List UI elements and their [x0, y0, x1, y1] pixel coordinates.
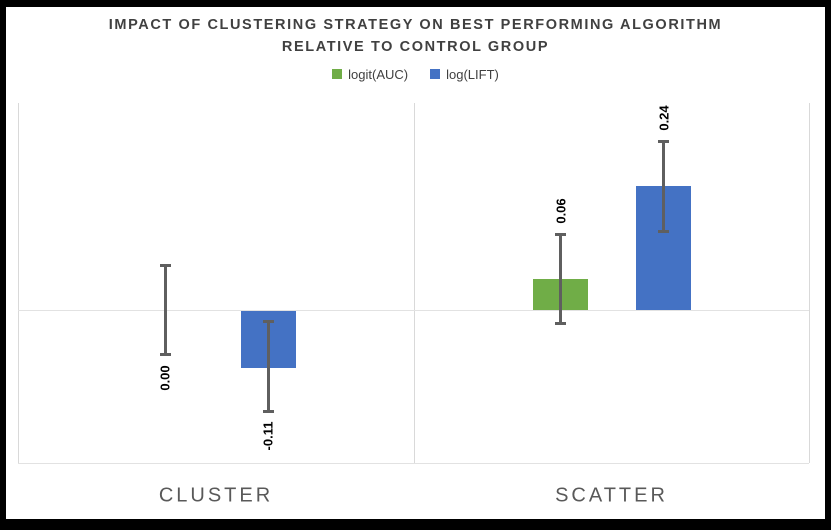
error-bar-log-lift-scatter [662, 140, 665, 233]
gridline-left [18, 103, 19, 463]
zero-line [18, 310, 809, 311]
legend: logit(AUC) log(LIFT) [6, 65, 825, 83]
error-bar-cap-top-log-lift-cluster [262, 320, 274, 324]
chart-background: IMPACT OF CLUSTERING STRATEGY ON BEST PE… [6, 7, 825, 519]
category-label-scatter: SCATTER [555, 484, 668, 507]
chart-title-line-1: IMPACT OF CLUSTERING STRATEGY ON BEST PE… [108, 17, 723, 33]
error-bar-cap-top-log-lift-scatter [658, 140, 669, 144]
legend-label: logit(AUC) [348, 66, 409, 82]
legend-item-logit-auc: logit(AUC) [332, 67, 408, 82]
value-label-logit-auc-scatter: 0.06 [553, 198, 568, 224]
value-label-log-lift-scatter: 0.24 [656, 105, 671, 132]
category-label-cluster: CLUSTER [158, 484, 274, 507]
error-bar-cap-bottom-log-lift-scatter [658, 229, 669, 233]
chart-title: IMPACT OF CLUSTERING STRATEGY ON BEST PE… [6, 14, 825, 58]
legend-label: log(LIFT) [446, 66, 499, 82]
legend-swatch-icon [430, 69, 441, 79]
error-bar-cap-bottom-logit-auc-cluster [159, 353, 171, 357]
plot-bottom-line [18, 463, 809, 464]
gridline-center [414, 103, 415, 463]
gridline-right [809, 103, 810, 463]
chart-title-line-2: RELATIVE TO CONTROL GROUP [281, 39, 550, 55]
legend-swatch-icon [332, 69, 343, 79]
error-bar-logit-auc-scatter [559, 232, 562, 326]
error-bar-cap-bottom-logit-auc-scatter [555, 322, 566, 326]
value-label-log-lift-cluster: -0.11 [260, 421, 276, 451]
error-bar-cap-top-logit-auc-cluster [159, 263, 171, 267]
plot-area: CLUSTER 0.00 -0.11 SCATTER 0.06 0.24 [6, 7, 825, 519]
value-label-logit-auc-cluster: 0.00 [157, 365, 173, 391]
error-bar-logit-auc-cluster [163, 263, 167, 357]
error-bar-cap-top-logit-auc-scatter [555, 232, 566, 236]
error-bar-cap-bottom-log-lift-cluster [262, 410, 274, 413]
error-bar-log-lift-cluster [266, 320, 270, 413]
legend-item-log-lift: log(LIFT) [430, 67, 499, 82]
